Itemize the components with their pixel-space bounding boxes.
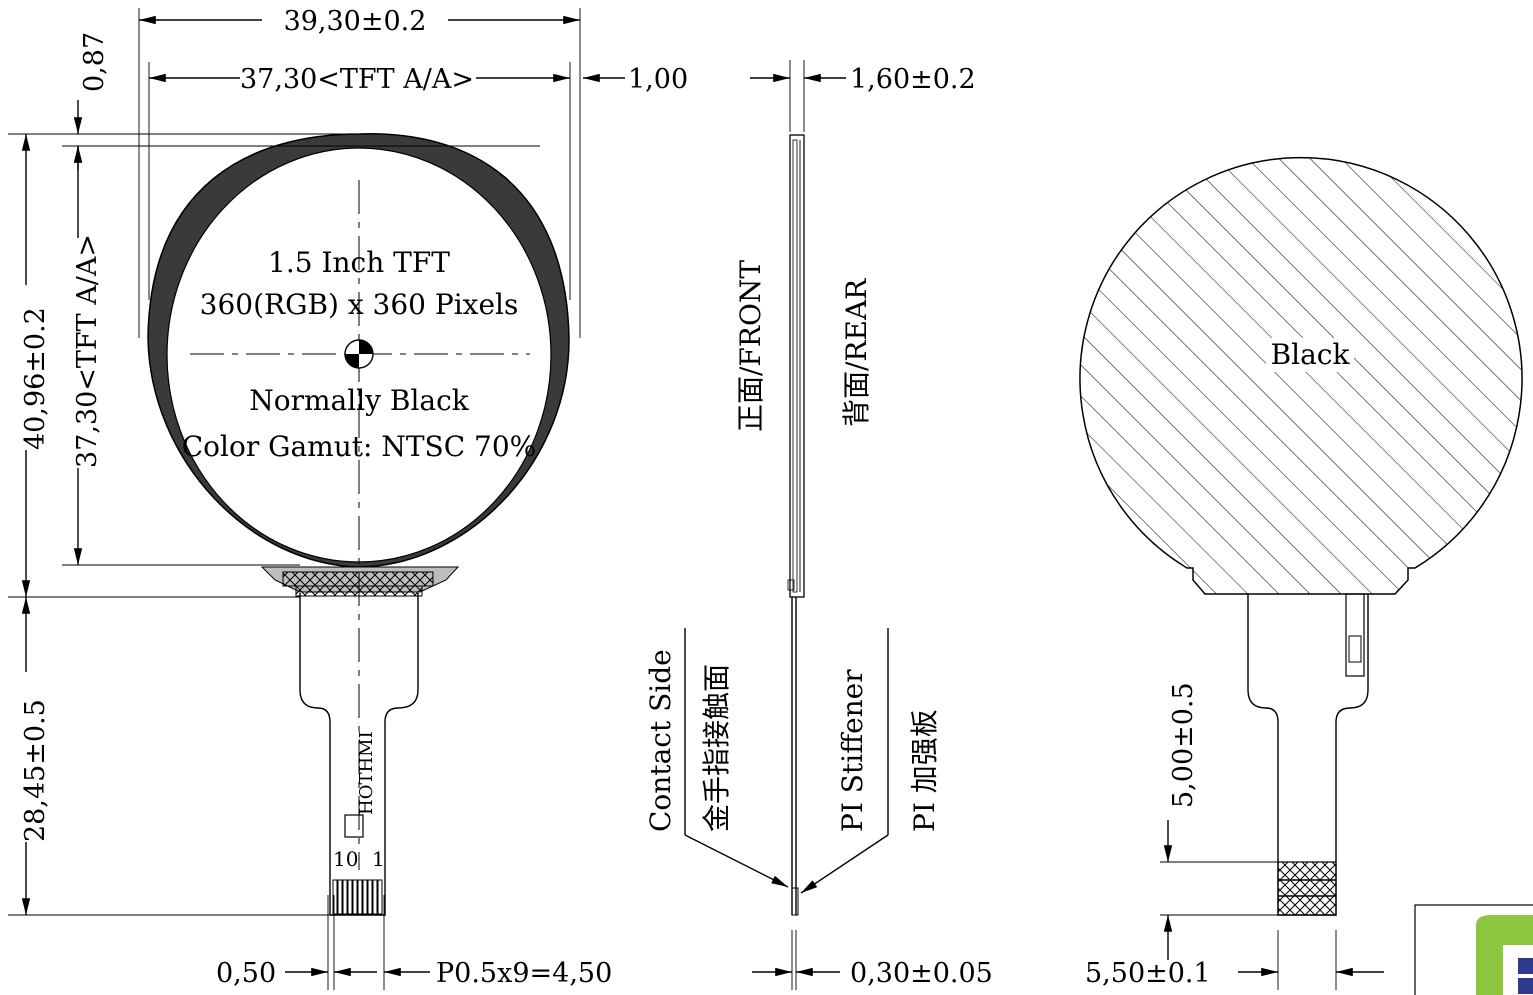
resolution-label: 360(RGB) x 360 Pixels xyxy=(200,288,519,321)
dim-overall-width: 39,30±0.2 xyxy=(284,6,427,37)
gamut-label: Color Gamut: NTSC 70% xyxy=(182,430,537,463)
logo-icon xyxy=(1476,915,1533,995)
dim-overall-height: 40,96±0.2 xyxy=(20,307,51,450)
dim-stiffener-width: 5,50±0.1 xyxy=(1085,958,1211,989)
front-view: 1.5 Inch TFT 360(RGB) x 360 Pixels Norma… xyxy=(147,133,570,916)
rear-color-label: Black xyxy=(1271,338,1351,371)
ic-pad xyxy=(282,571,434,587)
rear-label: 背面/REAR xyxy=(840,278,873,427)
mode-label: Normally Black xyxy=(249,384,470,417)
dim-edge-1: 1,00 xyxy=(628,64,688,95)
gold-fingers xyxy=(332,879,383,915)
rear-view: Black 5,00±0.5 5,50±0.1 xyxy=(1079,157,1523,990)
panel-size-label: 1.5 Inch TFT xyxy=(268,246,450,279)
dim-fpc-thickness: 0,30±0.05 xyxy=(850,958,993,989)
pin-1-label: 1 xyxy=(372,847,385,871)
contact-side-label: Contact Side xyxy=(644,649,677,832)
fpc-brand-label: HOTHMI xyxy=(356,731,377,815)
dim-stiffener-length: 5,00±0.5 xyxy=(1168,682,1199,808)
fpc-outline xyxy=(299,593,419,916)
pin-10-label: 10 xyxy=(333,847,358,871)
dim-pin-width: 0,50 xyxy=(216,958,276,989)
stiffener-label: PI Stiffener xyxy=(836,669,869,832)
rear-outline xyxy=(1079,157,1523,595)
stiffener-cn-label: PI 加强板 xyxy=(908,709,941,832)
dim-pitch: P0.5x9=4,50 xyxy=(436,958,612,989)
dim-aa-width: 37,30<TFT A/A> xyxy=(240,64,474,95)
front-dimensions: 39,30±0.2 37,30<TFT A/A> 1,00 0,87 40,96… xyxy=(8,6,688,990)
dim-thickness: 1,60±0.2 xyxy=(850,64,976,95)
dim-fpc-length: 28,45±0.5 xyxy=(20,699,51,842)
dim-edge-087: 0,87 xyxy=(79,32,110,92)
dim-aa-height: 37,30<TFT A/A> xyxy=(72,234,103,468)
brand-logo xyxy=(1414,904,1533,995)
contact-side-cn-label: 金手指接触面 xyxy=(700,664,733,832)
front-label: 正面/FRONT xyxy=(734,260,767,432)
fpc-logo-icon xyxy=(344,814,364,838)
side-view: 1,60±0.2 0,30±0.05 正面/FRONT 背面/REAR Cont… xyxy=(644,60,993,990)
